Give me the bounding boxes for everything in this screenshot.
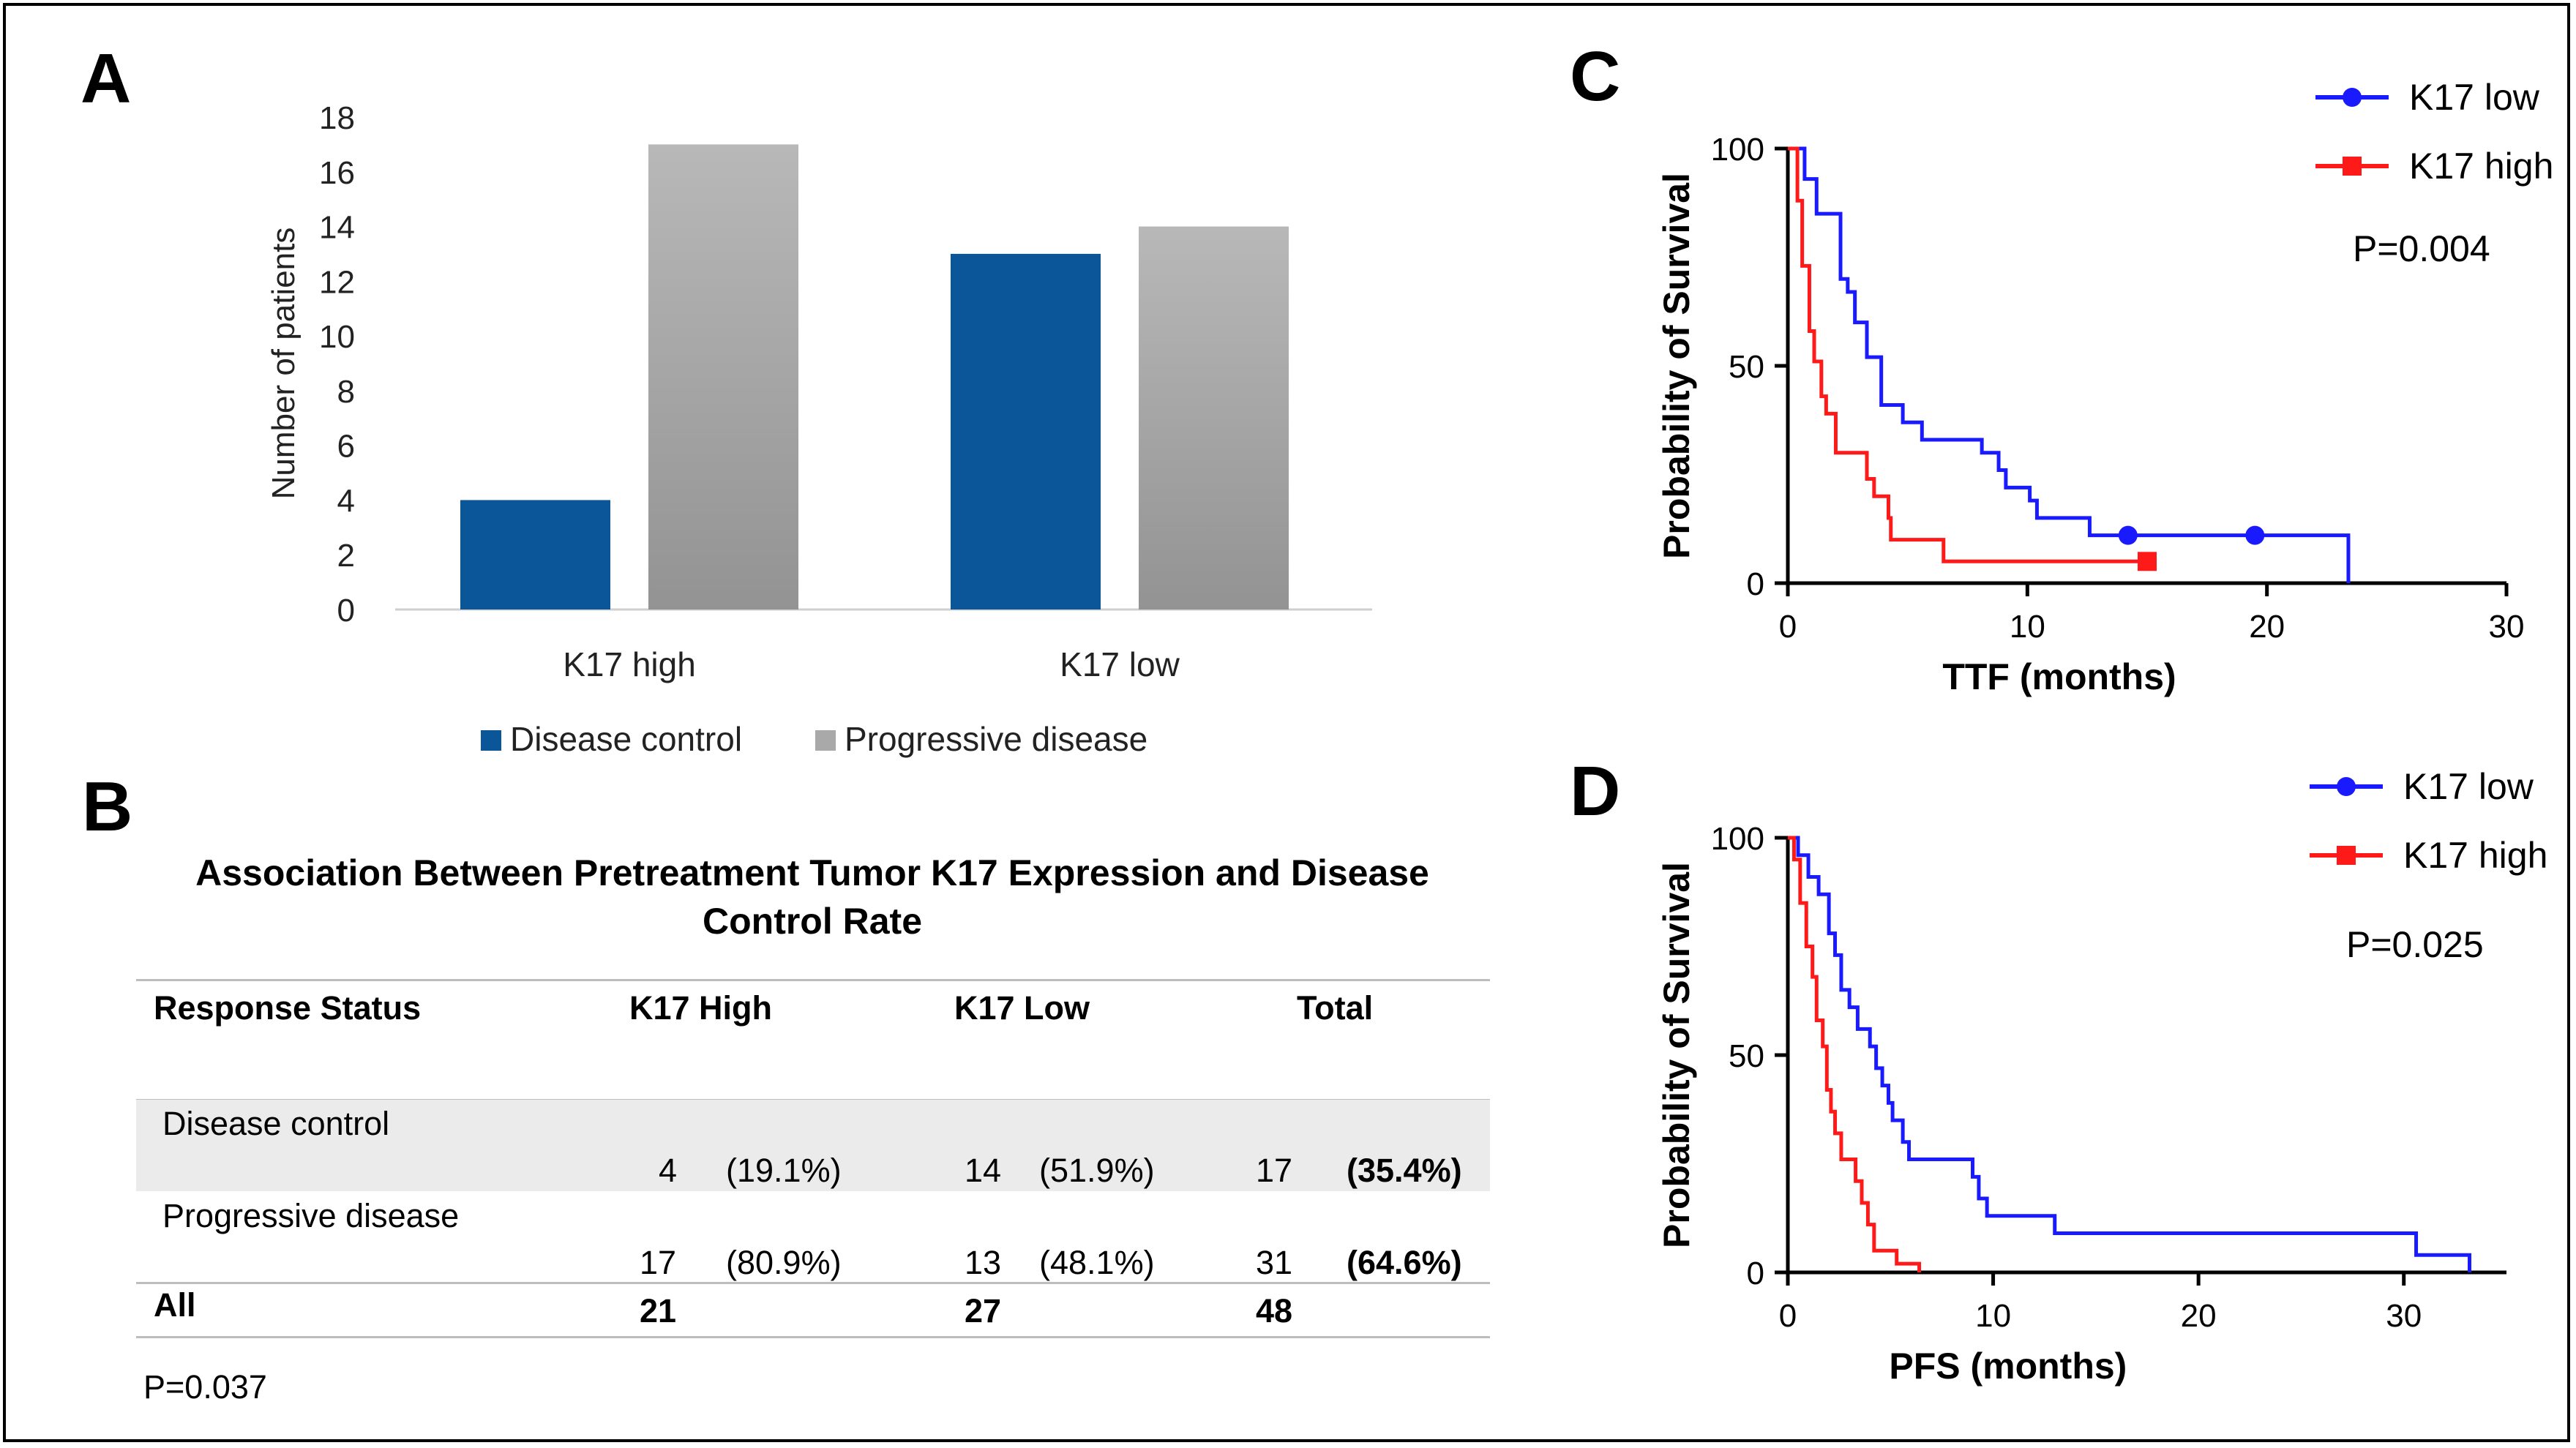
bar-disease-control-k17-high (460, 500, 610, 609)
bar-progressive-disease-k17-low (1139, 226, 1289, 609)
cell-all-high: 21 (640, 1292, 677, 1329)
table-p-value: P=0.037 (143, 1368, 267, 1406)
cell-pd-high-pct: (80.9%) (726, 1244, 842, 1281)
bar-disease-control-k17-low (951, 253, 1101, 609)
y-axis-label: Probability of Survival (1656, 173, 1697, 559)
legend-label-k17-high: K17 high (2403, 835, 2547, 876)
y-tick-label-2: 2 (337, 538, 355, 574)
legend-label-progressive: Progressive disease (845, 720, 1147, 758)
km-curve-k17-low (1788, 836, 2471, 1272)
legend-swatch-disease-control (481, 730, 501, 751)
y-tick-label-10: 10 (319, 319, 355, 355)
legend-label-disease-control: Disease control (510, 720, 742, 758)
cell-dc-total-pct: (35.4%) (1347, 1152, 1462, 1189)
y-tick-label-16: 16 (319, 155, 355, 191)
panel-label-a: A (80, 40, 131, 118)
km-curve-k17-high (1788, 836, 1922, 1272)
censor-mark-high-0 (2138, 552, 2157, 571)
panel-label-d: D (1570, 752, 1620, 830)
table-title: Association Between Pretreatment Tumor K… (132, 849, 1493, 945)
header-total: Total (1297, 989, 1374, 1027)
cell-dc-total-n: 17 (1256, 1152, 1293, 1189)
cell-dc-high-pct: (19.1%) (726, 1152, 842, 1189)
panel-label-c: C (1570, 37, 1620, 116)
km-curve-k17-high (1788, 146, 2147, 563)
p-value-annotation: P=0.025 (2346, 924, 2484, 965)
legend-label-k17-low: K17 low (2409, 77, 2540, 118)
legend-label-k17-low: K17 low (2403, 766, 2534, 807)
row-shade (136, 1100, 1490, 1191)
legend-marker-square (2337, 846, 2356, 865)
y-tick-label-12: 12 (319, 264, 355, 300)
legend-marker-circle (2337, 777, 2356, 796)
x-tick-label-10: 10 (1975, 1298, 2011, 1334)
y-tick-label-4: 4 (337, 483, 355, 519)
x-tick-label-1: K17 low (1060, 645, 1180, 683)
cell-dc-low-pct: (51.9%) (1039, 1152, 1155, 1189)
cell-pd-high-n: 17 (640, 1244, 677, 1281)
y-axis-label: Probability of Survival (1656, 862, 1697, 1248)
cell-all-total: 48 (1256, 1292, 1293, 1329)
legend-swatch-progressive (815, 730, 836, 751)
x-tick-label-20: 20 (2249, 609, 2285, 645)
cell-dc-high-n: 4 (659, 1152, 678, 1189)
cell-pd-low-pct: (48.1%) (1039, 1244, 1155, 1281)
y-tick-label-0: 0 (1747, 566, 1764, 602)
legend-label-k17-high: K17 high (2409, 146, 2553, 187)
table-title-line2: Control Rate (703, 901, 922, 942)
y-axis-label: Number of patients (266, 228, 302, 500)
y-tick-label-100: 100 (1711, 132, 1764, 168)
censor-mark-low-0 (2118, 525, 2138, 545)
row-disease-control-label: Disease control (162, 1105, 390, 1142)
x-axis-label: PFS (months) (1889, 1346, 2127, 1387)
table-title-line1: Association Between Pretreatment Tumor K… (195, 852, 1429, 893)
bar-progressive-disease-k17-high (648, 144, 798, 609)
x-tick-label-0: 0 (1779, 609, 1797, 645)
y-tick-label-50: 50 (1729, 349, 1764, 385)
y-tick-label-18: 18 (319, 100, 355, 136)
header-response-status: Response Status (154, 989, 422, 1027)
row-progressive-label: Progressive disease (162, 1197, 460, 1234)
x-tick-label-0: 0 (1779, 1298, 1797, 1334)
cell-pd-low-n: 13 (965, 1244, 1002, 1281)
all-rule (136, 1282, 1490, 1284)
y-tick-label-8: 8 (337, 374, 355, 410)
x-axis-label: TTF (months) (1942, 656, 2176, 697)
y-tick-label-6: 6 (337, 429, 355, 465)
y-tick-label-0: 0 (1747, 1256, 1764, 1291)
p-value-annotation: P=0.004 (2353, 228, 2490, 269)
x-tick-label-20: 20 (2181, 1298, 2217, 1334)
cell-all-low: 27 (965, 1292, 1002, 1329)
x-tick-label-10: 10 (2010, 609, 2045, 645)
header-k17-high: K17 High (629, 989, 773, 1027)
cell-pd-total-pct: (64.6%) (1347, 1244, 1462, 1281)
y-tick-label-100: 100 (1711, 821, 1764, 857)
header-k17-low: K17 Low (954, 989, 1090, 1027)
row-all-label: All (154, 1286, 196, 1324)
figure-frame (3, 3, 2570, 1442)
legend-marker-square (2343, 157, 2362, 176)
censor-mark-low-1 (2245, 525, 2265, 545)
cell-pd-total-n: 31 (1256, 1244, 1293, 1281)
km-curve-k17-low (1788, 146, 2351, 583)
panel-label-b: B (82, 768, 133, 846)
x-tick-label-0: K17 high (563, 645, 696, 683)
cell-dc-low-n: 14 (965, 1152, 1002, 1189)
y-tick-label-50: 50 (1729, 1038, 1764, 1074)
x-tick-label-30: 30 (2489, 609, 2525, 645)
y-tick-label-14: 14 (319, 210, 355, 246)
x-tick-label-30: 30 (2386, 1298, 2422, 1334)
table-top-rule (136, 979, 1490, 981)
y-tick-label-0: 0 (337, 593, 355, 629)
legend-marker-circle (2343, 88, 2362, 107)
table-bottom-rule (136, 1336, 1490, 1338)
